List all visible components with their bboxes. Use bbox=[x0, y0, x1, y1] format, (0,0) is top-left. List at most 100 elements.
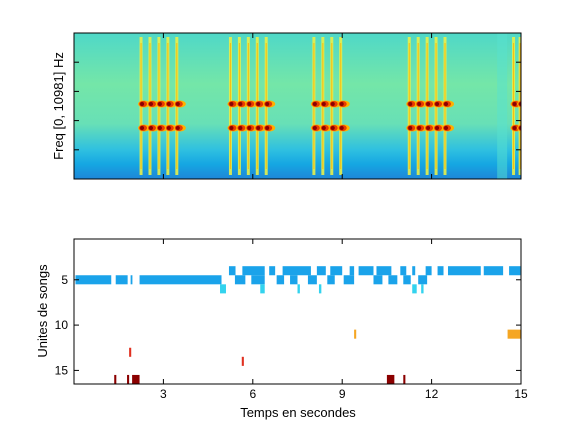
song-units-background bbox=[74, 239, 521, 384]
call-harmonic-peak bbox=[175, 126, 180, 130]
song-unit-segment bbox=[282, 266, 311, 276]
song-unit-segment bbox=[318, 284, 322, 294]
song-unit-segment bbox=[403, 374, 406, 384]
song-unit-segment bbox=[425, 266, 432, 276]
song-unit-segment bbox=[241, 356, 244, 366]
song-unit-segment bbox=[400, 266, 407, 276]
x-tick-label: 12 bbox=[425, 387, 439, 401]
noise-band bbox=[497, 33, 508, 179]
call-harmonic-peak bbox=[166, 102, 171, 106]
spectrogram-calls bbox=[138, 33, 521, 179]
call-harmonic-peak bbox=[426, 126, 431, 130]
y-tick-label: 10 bbox=[55, 318, 69, 332]
call-harmonic-peak bbox=[238, 102, 243, 106]
call-harmonic-peak bbox=[148, 126, 153, 130]
song-unit-segment bbox=[447, 266, 481, 276]
call-harmonic-peak bbox=[444, 102, 449, 106]
song-unit-segment bbox=[234, 275, 246, 285]
song-unit-segment bbox=[132, 374, 140, 384]
song-unit-segment bbox=[115, 275, 128, 285]
song-unit-segment bbox=[129, 347, 132, 357]
x-tick-label: 9 bbox=[339, 387, 346, 401]
song-unit-segment bbox=[260, 284, 265, 294]
song-unit-segment bbox=[251, 275, 265, 285]
x-tick-label: 15 bbox=[514, 387, 528, 401]
call-harmonic-peak bbox=[312, 126, 317, 130]
song-unit-segment bbox=[483, 266, 504, 276]
call-harmonic-peak bbox=[339, 126, 344, 130]
call-harmonic-peak bbox=[408, 102, 413, 106]
call-harmonic-peak bbox=[229, 102, 234, 106]
song-units-ticks: 3 6 9 12 15 5 10 15 bbox=[55, 239, 528, 401]
call-harmonic-peak bbox=[140, 102, 145, 106]
call-harmonic-peak bbox=[247, 102, 252, 106]
song-unit-segment bbox=[507, 329, 521, 339]
song-units-marks bbox=[75, 266, 521, 384]
call-harmonic-peak bbox=[408, 126, 413, 130]
song-unit-segment bbox=[437, 266, 444, 276]
song-unit-segment bbox=[297, 284, 300, 294]
call-harmonic-peak bbox=[339, 102, 344, 106]
song-unit-segment bbox=[386, 374, 395, 384]
song-unit-segment bbox=[412, 284, 417, 294]
call-harmonic-peak bbox=[229, 126, 234, 130]
song-unit-segment bbox=[307, 275, 317, 285]
song-unit-segment bbox=[373, 275, 383, 285]
call-harmonic-peak bbox=[321, 102, 326, 106]
spectrogram-y-label: Freq [0, 10981] Hz bbox=[51, 52, 66, 160]
song-units-y-label: Unites de songs bbox=[35, 264, 50, 358]
song-unit-segment bbox=[316, 266, 326, 276]
song-unit-segment bbox=[388, 275, 398, 285]
song-unit-segment bbox=[139, 275, 222, 285]
y-tick-label: 5 bbox=[61, 273, 68, 287]
call-harmonic-peak bbox=[238, 126, 243, 130]
song-unit-segment bbox=[127, 374, 130, 384]
spectrogram-ticks bbox=[74, 33, 521, 179]
call-harmonic-peak bbox=[321, 126, 326, 130]
call-harmonic-peak bbox=[312, 102, 317, 106]
song-unit-segment bbox=[130, 275, 133, 285]
song-units-x-label: Temps en secondes bbox=[240, 405, 356, 420]
x-tick-label: 3 bbox=[160, 387, 167, 401]
song-unit-segment bbox=[276, 275, 285, 285]
call-harmonic-peak bbox=[140, 126, 145, 130]
spectrogram-frame bbox=[73, 32, 522, 180]
song-unit-segment bbox=[403, 275, 411, 285]
call-harmonic-peak bbox=[426, 102, 431, 106]
song-unit-segment bbox=[421, 284, 424, 294]
song-unit-segment bbox=[418, 275, 428, 285]
song-unit-segment bbox=[75, 275, 112, 285]
song-unit-segment bbox=[330, 266, 343, 276]
call-harmonic-peak bbox=[166, 126, 171, 130]
call-harmonic-peak bbox=[444, 126, 449, 130]
song-unit-segment bbox=[343, 275, 355, 285]
call-harmonic-peak bbox=[417, 102, 422, 106]
song-unit-segment bbox=[327, 275, 335, 285]
call-harmonic-peak bbox=[512, 102, 517, 106]
song-unit-segment bbox=[349, 266, 355, 276]
call-harmonic-peak bbox=[417, 126, 422, 130]
song-unit-segment bbox=[354, 329, 357, 339]
song-unit-segment bbox=[242, 266, 265, 276]
song-unit-segment bbox=[509, 266, 521, 276]
call-harmonic-peak bbox=[435, 102, 440, 106]
x-tick-label: 6 bbox=[249, 387, 256, 401]
song-units-frame bbox=[73, 238, 522, 385]
song-unit-segment bbox=[269, 266, 276, 276]
spectrogram-panel: Freq [0, 10981] Hz bbox=[51, 32, 522, 180]
call-harmonic-peak bbox=[175, 102, 180, 106]
call-harmonic-peak bbox=[265, 126, 270, 130]
song-unit-segment bbox=[358, 266, 374, 276]
call-harmonic-peak bbox=[330, 102, 335, 106]
song-unit-segment bbox=[220, 284, 226, 294]
call-harmonic-peak bbox=[265, 102, 270, 106]
song-unit-segment bbox=[290, 275, 298, 285]
call-harmonic-peak bbox=[435, 126, 440, 130]
call-harmonic-peak bbox=[157, 126, 162, 130]
call-harmonic-peak bbox=[247, 126, 252, 130]
call-harmonic-peak bbox=[512, 126, 517, 130]
song-units-panel: 3 6 9 12 15 5 10 15 Temps en secondes Unites de… bbox=[35, 238, 528, 420]
call-harmonic-peak bbox=[148, 102, 153, 106]
call-harmonic-peak bbox=[157, 102, 162, 106]
call-harmonic-peak bbox=[330, 126, 335, 130]
